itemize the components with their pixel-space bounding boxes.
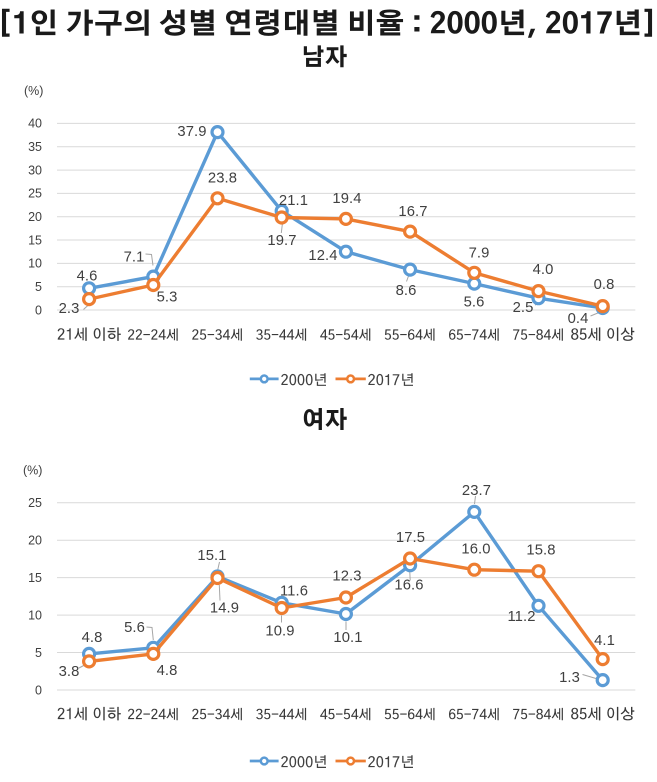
- svg-text:15: 15: [28, 571, 42, 585]
- svg-text:23.7: 23.7: [462, 483, 491, 499]
- svg-text:19.4: 19.4: [332, 191, 361, 207]
- svg-text:1.3: 1.3: [559, 670, 580, 686]
- svg-text:5: 5: [35, 646, 42, 660]
- svg-text:11.2: 11.2: [507, 609, 535, 625]
- svg-text:37.9: 37.9: [177, 124, 206, 140]
- svg-text:16.6: 16.6: [394, 578, 423, 594]
- svg-text:16.7: 16.7: [398, 204, 427, 220]
- svg-text:4.0: 4.0: [533, 262, 554, 278]
- svg-text:20: 20: [28, 534, 42, 548]
- svg-text:10: 10: [28, 608, 42, 622]
- svg-text:16.0: 16.0: [461, 542, 490, 558]
- svg-text:15.8: 15.8: [526, 543, 555, 559]
- svg-text:8.6: 8.6: [396, 283, 417, 299]
- svg-text:11.6: 11.6: [280, 584, 308, 600]
- svg-text:5: 5: [35, 280, 42, 294]
- svg-text:0.8: 0.8: [594, 277, 615, 293]
- svg-text:5.6: 5.6: [124, 620, 145, 636]
- svg-text:2.5: 2.5: [513, 300, 534, 316]
- svg-text:12.4: 12.4: [308, 248, 337, 264]
- svg-text:10: 10: [28, 257, 42, 271]
- svg-text:3.8: 3.8: [59, 664, 80, 680]
- svg-text:0: 0: [35, 683, 42, 697]
- svg-text:15.1: 15.1: [197, 548, 226, 564]
- svg-text:(%): (%): [23, 464, 42, 478]
- svg-text:25: 25: [28, 187, 42, 201]
- svg-text:15: 15: [28, 233, 42, 247]
- svg-text:0.4: 0.4: [568, 311, 589, 327]
- svg-text:10.1: 10.1: [333, 630, 362, 646]
- svg-text:4.1: 4.1: [594, 633, 615, 649]
- svg-text:(%): (%): [24, 84, 43, 98]
- svg-text:5.6: 5.6: [464, 295, 485, 311]
- svg-text:40: 40: [28, 117, 42, 131]
- svg-text:20: 20: [28, 210, 42, 224]
- svg-text:7.1: 7.1: [124, 250, 145, 266]
- svg-text:4.8: 4.8: [157, 663, 178, 679]
- svg-text:19.7: 19.7: [267, 233, 296, 249]
- svg-text:4.6: 4.6: [77, 269, 98, 285]
- svg-text:10.9: 10.9: [265, 624, 294, 640]
- svg-text:7.9: 7.9: [469, 246, 490, 262]
- svg-text:4.8: 4.8: [82, 630, 103, 646]
- svg-text:25: 25: [28, 496, 42, 510]
- svg-text:21.1: 21.1: [279, 193, 308, 209]
- svg-text:5.3: 5.3: [157, 289, 178, 305]
- svg-text:0: 0: [35, 303, 42, 317]
- svg-text:30: 30: [28, 163, 42, 177]
- svg-text:17.5: 17.5: [396, 530, 425, 546]
- svg-text:14.9: 14.9: [210, 601, 239, 617]
- svg-text:12.3: 12.3: [332, 569, 361, 585]
- svg-text:35: 35: [28, 140, 42, 154]
- svg-text:2.3: 2.3: [59, 301, 80, 317]
- svg-text:23.8: 23.8: [208, 170, 237, 186]
